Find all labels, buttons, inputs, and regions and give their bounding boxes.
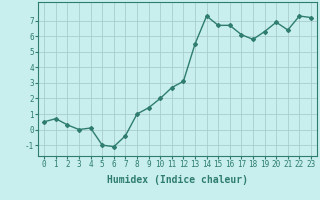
X-axis label: Humidex (Indice chaleur): Humidex (Indice chaleur) xyxy=(107,175,248,185)
